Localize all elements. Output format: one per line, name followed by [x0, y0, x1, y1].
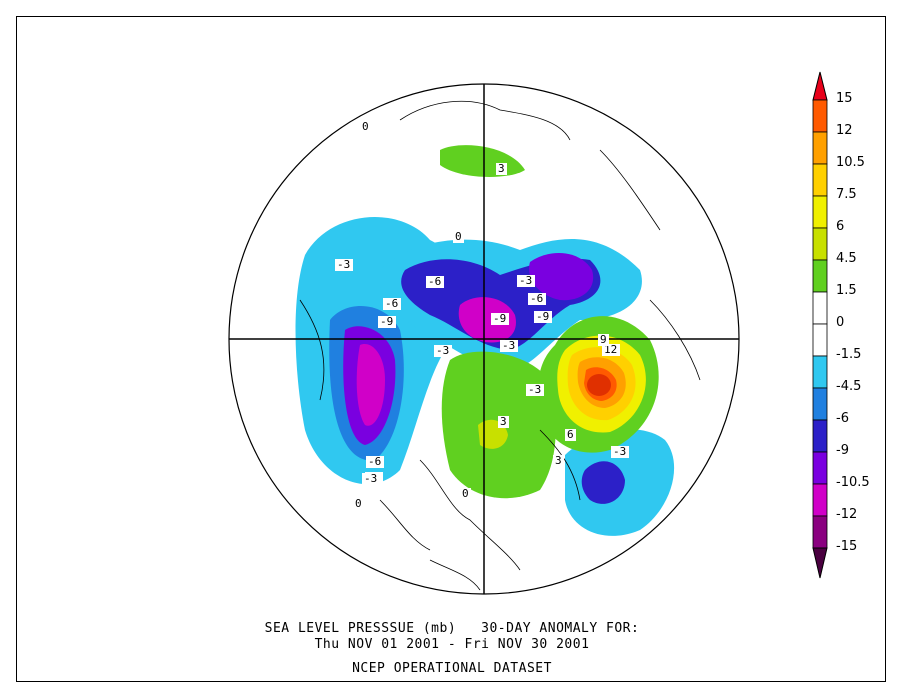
colorbar-segment	[812, 163, 828, 197]
caption-dates: Thu NOV 01 2001 - Fri NOV 30 2001	[314, 637, 590, 652]
colorbar-segment	[812, 259, 828, 293]
contour-label-bg	[517, 275, 535, 287]
pacific-low-magenta	[356, 344, 385, 426]
colorbar-tick-label: 0	[836, 315, 845, 330]
contour-label: 3	[500, 415, 507, 428]
contour-label-bg	[528, 293, 546, 305]
colorbar-top-arrow	[812, 71, 828, 101]
colorbar-tick-label: 12	[836, 123, 853, 138]
caption-dataset: NCEP OPERATIONAL DATASET	[352, 661, 552, 676]
colorbar-segment	[812, 99, 828, 133]
contour-label-bg	[526, 384, 544, 396]
contour-label: 3	[498, 162, 505, 175]
contour-label-bg	[426, 276, 444, 288]
contour-label: -3	[364, 472, 377, 485]
contour-label: 0	[455, 230, 462, 243]
colorbar-segment	[812, 323, 828, 357]
colorbar-tick-label: -15	[836, 539, 858, 554]
contour-label: 12	[604, 343, 617, 356]
colorbar-tick-label: 7.5	[836, 187, 857, 202]
contour-label: 6	[567, 428, 574, 441]
contour-label-bg	[598, 334, 609, 346]
contour-label: -9	[493, 312, 506, 325]
coastlines	[299, 100, 701, 591]
contour-label: -3	[519, 274, 532, 287]
contour-label-bg	[383, 298, 401, 310]
contour-label: -9	[380, 315, 393, 328]
colorbar-segment	[812, 131, 828, 165]
contour-label-bg	[353, 498, 364, 510]
colorbar-tick-label: 10.5	[836, 155, 865, 170]
polar-low-magenta	[458, 297, 516, 343]
contour-label-bg	[565, 429, 576, 441]
contour-label: 9	[600, 333, 607, 346]
caption-title: SEA LEVEL PRESSSUE (mb) 30-DAY ANOMALY F…	[264, 621, 640, 636]
contour-label-bg	[366, 456, 384, 468]
contour-label-bg	[602, 344, 620, 356]
colorbar-segment	[812, 515, 828, 549]
contour-labels: 00-3-3-6-6-6-6-9-9-9-3-3-3-3129633-3-6-3…	[335, 120, 629, 510]
contour-label-bg	[553, 455, 564, 467]
contour-label: 3	[555, 454, 562, 467]
contour-label: -6	[530, 292, 543, 305]
contour-label-bg	[434, 345, 452, 357]
colorbar-tick-label: -12	[836, 507, 858, 522]
contour-label-bg	[500, 340, 518, 352]
colorbar-tick-label: 15	[836, 91, 853, 106]
colorbar-tick-label: -1.5	[836, 347, 862, 362]
contour-label: -3	[613, 445, 626, 458]
siberia-high-core	[587, 374, 611, 396]
contour-label: -3	[528, 383, 541, 396]
barents-low	[529, 252, 594, 301]
contour-label: -3	[337, 258, 350, 271]
colorbar-segment	[812, 355, 828, 389]
contour-label-bg	[534, 311, 552, 323]
plot-frame	[16, 16, 886, 682]
colorbar-tick-label: 1.5	[836, 283, 857, 298]
colorbar	[812, 71, 828, 579]
contour-label: -9	[536, 310, 549, 323]
contour-label-bg	[460, 488, 471, 500]
contour-label: -6	[428, 275, 441, 288]
colorbar-segment	[812, 291, 828, 325]
colorbar-segment	[812, 387, 828, 421]
colorbar-tick-label: 6	[836, 219, 845, 234]
colorbar-segment	[812, 483, 828, 517]
contour-label-bg	[611, 446, 629, 458]
colorbar-segment	[812, 227, 828, 261]
colorbar-tick-label: 4.5	[836, 251, 857, 266]
contour-label: -3	[436, 344, 449, 357]
contour-label-bg	[453, 231, 464, 243]
colorbar-bottom-arrow	[812, 547, 828, 579]
contour-label-bg	[378, 316, 396, 328]
contour-label: 0	[462, 487, 469, 500]
colorbar-tick-label: -4.5	[836, 379, 862, 394]
contour-label: -3	[502, 339, 515, 352]
atlantic-low-darkblue	[581, 461, 625, 504]
contour-label: -6	[385, 297, 398, 310]
contour-label-bg	[491, 313, 509, 325]
contour-label-bg	[362, 473, 380, 485]
contour-label-bg	[360, 121, 371, 133]
colorbar-tick-label: -6	[836, 411, 849, 426]
contour-label: 0	[355, 497, 362, 510]
colorbar-segment	[812, 451, 828, 485]
colorbar-segment	[812, 419, 828, 453]
contour-label: -6	[368, 455, 381, 468]
colorbar-tick-label: -9	[836, 443, 849, 458]
contour-label-bg	[496, 163, 507, 175]
colorbar-tick-label: -10.5	[836, 475, 870, 490]
contour-label: 0	[362, 120, 369, 133]
contour-label-bg	[498, 416, 509, 428]
contour-label-bg	[335, 259, 353, 271]
colorbar-segment	[812, 195, 828, 229]
